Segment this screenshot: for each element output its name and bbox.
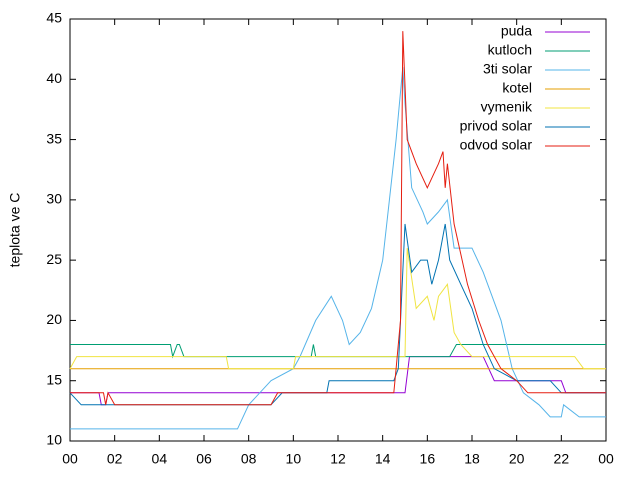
x-tick-label: 14 [375,451,391,467]
series-line [70,344,606,359]
legend-label: kutloch [488,42,532,58]
legend-label: odvod solar [460,137,533,153]
x-tick-label: 00 [598,451,614,467]
y-axis-label: teplota ve C [7,193,23,268]
series-line [70,67,606,430]
legend-label: privod solar [460,118,533,134]
y-tick-label: 15 [46,371,62,387]
series-line [70,31,606,406]
series-line [69,223,606,406]
y-tick-label: 30 [46,191,62,207]
x-tick-label: 20 [509,451,525,467]
x-tick-label: 10 [286,451,302,467]
x-tick-label: 02 [107,451,123,467]
legend-label: kotel [502,80,532,96]
legend-label: 3ti solar [483,61,532,77]
x-tick-label: 16 [420,451,436,467]
x-tick-label: 06 [196,451,212,467]
x-tick-label: 08 [241,451,257,467]
series-line [70,356,606,406]
x-tick-label: 22 [554,451,570,467]
y-tick-label: 20 [46,311,62,327]
y-tick-label: 45 [46,10,62,26]
x-tick-label: 00 [62,451,78,467]
y-tick-label: 40 [46,70,62,86]
series-line [69,248,606,370]
y-tick-label: 10 [46,432,62,448]
legend-label: puda [501,23,532,39]
y-tick-label: 35 [46,130,62,146]
x-tick-label: 04 [152,451,168,467]
x-tick-label: 12 [330,451,346,467]
x-tick-label: 18 [464,451,480,467]
y-tick-label: 25 [46,251,62,267]
legend-label: vymenik [481,99,533,115]
